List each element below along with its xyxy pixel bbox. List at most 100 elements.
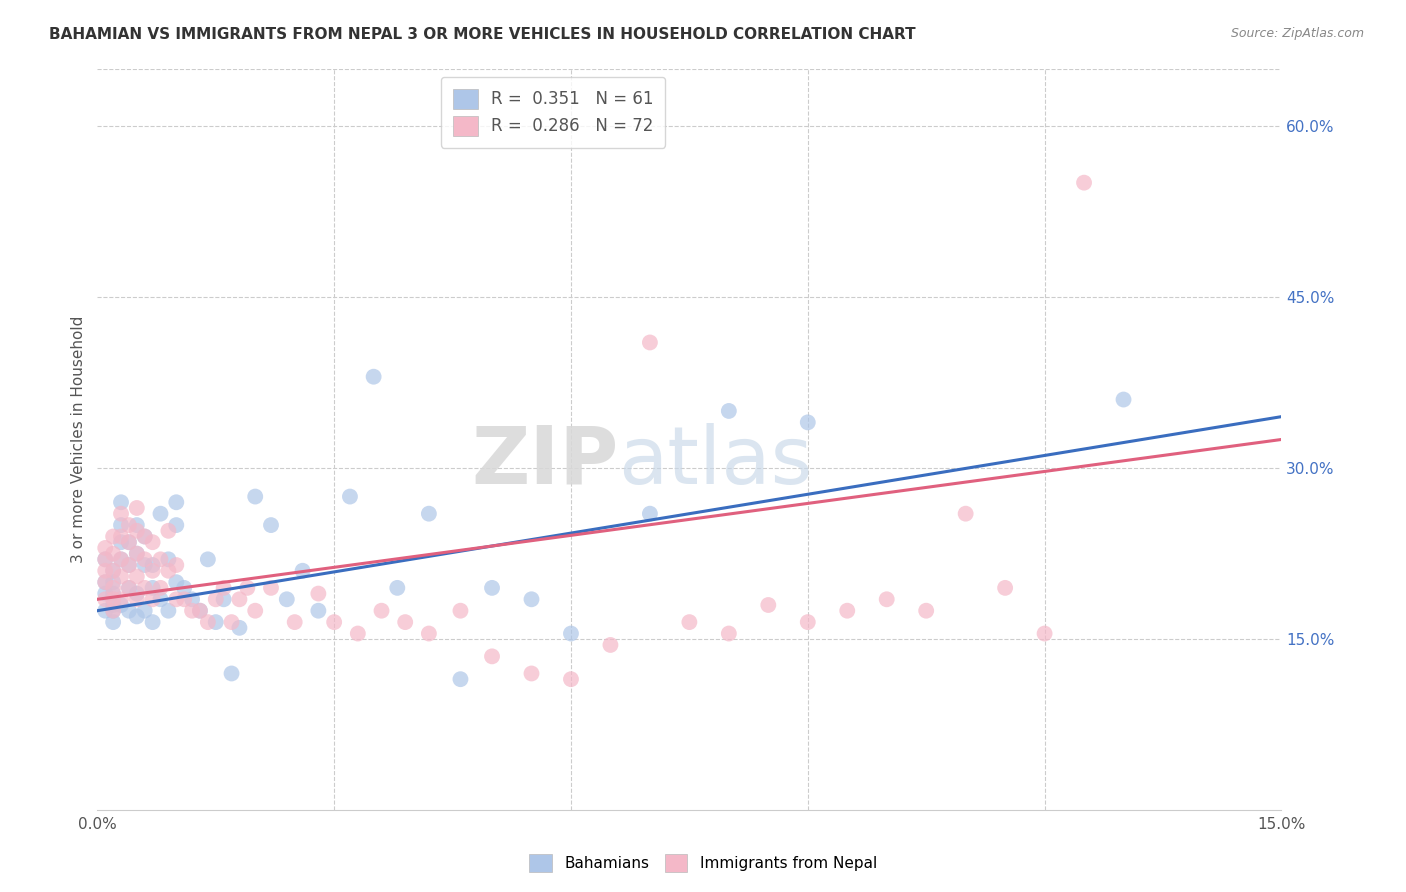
Point bbox=[125, 569, 148, 583]
Point bbox=[125, 547, 148, 561]
Point bbox=[101, 564, 124, 578]
Point bbox=[245, 490, 267, 504]
Point bbox=[125, 524, 148, 538]
Point bbox=[260, 581, 283, 595]
Point bbox=[149, 507, 172, 521]
Point bbox=[118, 535, 141, 549]
Point bbox=[94, 552, 117, 566]
Point bbox=[142, 558, 165, 572]
Point bbox=[204, 592, 226, 607]
Point bbox=[94, 575, 117, 590]
Point bbox=[260, 518, 283, 533]
Point bbox=[101, 586, 124, 600]
Point bbox=[101, 581, 124, 595]
Point bbox=[481, 581, 503, 595]
Point bbox=[188, 604, 211, 618]
Point bbox=[418, 507, 440, 521]
Point bbox=[125, 592, 148, 607]
Point bbox=[149, 552, 172, 566]
Point bbox=[481, 649, 503, 664]
Point bbox=[449, 672, 471, 686]
Point bbox=[165, 558, 187, 572]
Point bbox=[142, 564, 165, 578]
Point bbox=[142, 592, 165, 607]
Point bbox=[134, 529, 156, 543]
Point bbox=[101, 592, 124, 607]
Y-axis label: 3 or more Vehicles in Household: 3 or more Vehicles in Household bbox=[72, 316, 86, 563]
Point bbox=[94, 564, 117, 578]
Point bbox=[599, 638, 621, 652]
Point bbox=[204, 615, 226, 629]
Point bbox=[125, 518, 148, 533]
Point bbox=[134, 604, 156, 618]
Point bbox=[101, 547, 124, 561]
Point bbox=[1073, 176, 1095, 190]
Point bbox=[228, 621, 250, 635]
Point bbox=[125, 500, 148, 515]
Point bbox=[347, 626, 370, 640]
Point bbox=[560, 672, 582, 686]
Point bbox=[118, 535, 141, 549]
Point bbox=[94, 586, 117, 600]
Point bbox=[142, 615, 165, 629]
Point bbox=[339, 490, 361, 504]
Point bbox=[157, 604, 180, 618]
Point bbox=[118, 558, 141, 572]
Point bbox=[110, 495, 132, 509]
Point bbox=[717, 626, 740, 640]
Point bbox=[134, 529, 156, 543]
Point bbox=[638, 507, 661, 521]
Point bbox=[173, 592, 195, 607]
Text: ZIP: ZIP bbox=[471, 423, 619, 500]
Point bbox=[638, 335, 661, 350]
Point bbox=[212, 581, 235, 595]
Text: BAHAMIAN VS IMMIGRANTS FROM NEPAL 3 OR MORE VEHICLES IN HOUSEHOLD CORRELATION CH: BAHAMIAN VS IMMIGRANTS FROM NEPAL 3 OR M… bbox=[49, 27, 915, 42]
Point bbox=[165, 575, 187, 590]
Point bbox=[101, 598, 124, 612]
Point bbox=[118, 558, 141, 572]
Point bbox=[134, 552, 156, 566]
Point bbox=[165, 518, 187, 533]
Point bbox=[101, 604, 124, 618]
Point bbox=[110, 598, 132, 612]
Point bbox=[125, 586, 148, 600]
Point bbox=[560, 626, 582, 640]
Point bbox=[110, 507, 132, 521]
Point bbox=[797, 615, 820, 629]
Point bbox=[134, 581, 156, 595]
Point bbox=[520, 592, 543, 607]
Point bbox=[837, 604, 859, 618]
Point bbox=[110, 552, 132, 566]
Point bbox=[134, 558, 156, 572]
Point bbox=[110, 518, 132, 533]
Point bbox=[94, 552, 117, 566]
Point bbox=[118, 518, 141, 533]
Point bbox=[165, 495, 187, 509]
Point bbox=[520, 666, 543, 681]
Point bbox=[955, 507, 977, 521]
Point bbox=[994, 581, 1017, 595]
Point bbox=[125, 609, 148, 624]
Point bbox=[197, 615, 219, 629]
Point bbox=[157, 524, 180, 538]
Point bbox=[284, 615, 307, 629]
Point bbox=[221, 666, 243, 681]
Point bbox=[110, 552, 132, 566]
Point bbox=[756, 598, 779, 612]
Point bbox=[394, 615, 416, 629]
Point bbox=[678, 615, 700, 629]
Point bbox=[876, 592, 898, 607]
Point bbox=[94, 604, 117, 618]
Point bbox=[157, 552, 180, 566]
Point bbox=[1033, 626, 1056, 640]
Point bbox=[94, 592, 117, 607]
Legend: R =  0.351   N = 61, R =  0.286   N = 72: R = 0.351 N = 61, R = 0.286 N = 72 bbox=[441, 77, 665, 147]
Point bbox=[118, 581, 141, 595]
Point bbox=[276, 592, 298, 607]
Point bbox=[228, 592, 250, 607]
Point bbox=[142, 581, 165, 595]
Point bbox=[307, 604, 329, 618]
Point bbox=[101, 604, 124, 618]
Point bbox=[101, 529, 124, 543]
Point bbox=[197, 552, 219, 566]
